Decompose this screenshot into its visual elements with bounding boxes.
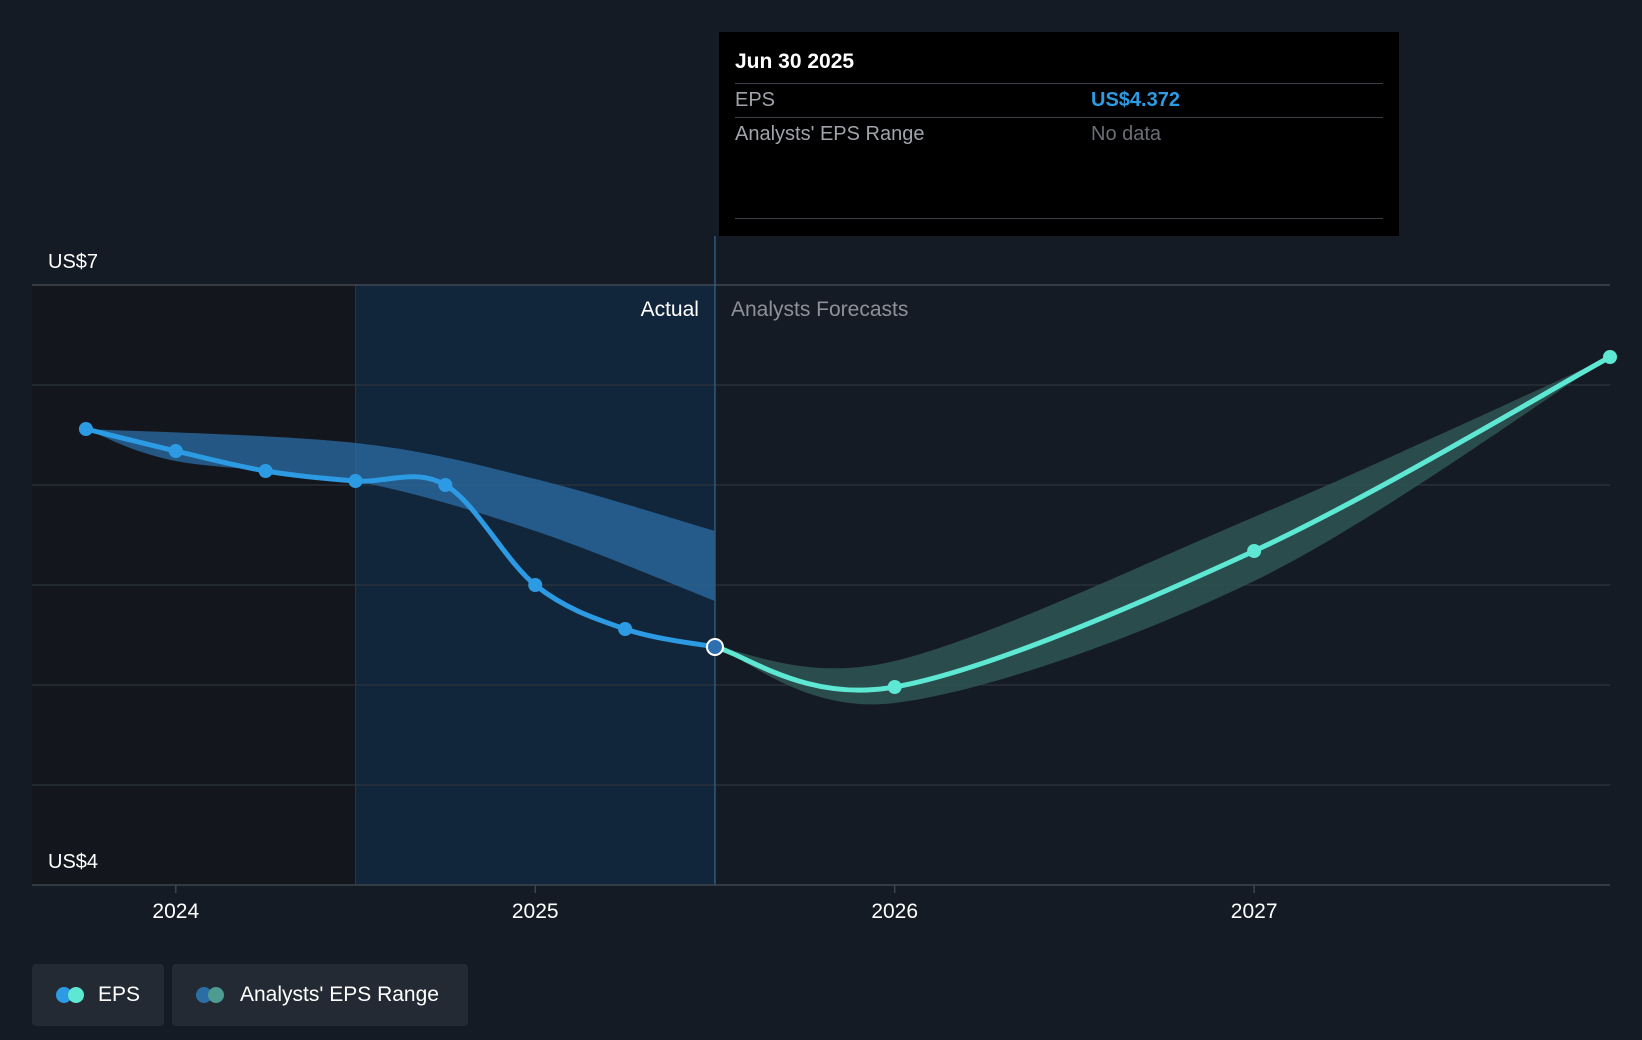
tooltip-range-label: Analysts' EPS Range <box>735 123 925 145</box>
x-axis-ticks: 2024 2025 2026 2027 <box>152 885 1278 923</box>
forecast-eps-line <box>712 354 1613 693</box>
forecast-eps-point <box>1247 544 1262 558</box>
actual-eps-point <box>528 578 543 592</box>
tooltip: Jun 30 2025 EPS US$4.372 Analysts' EPS R… <box>719 32 1399 236</box>
forecast-range-band <box>714 357 1610 705</box>
eps-dot-forecast <box>68 987 84 1003</box>
range-legend-icon <box>196 987 226 1003</box>
eps-points <box>78 350 1617 694</box>
x-tick-label: 2027 <box>1231 900 1278 923</box>
tooltip-date: Jun 30 2025 <box>735 50 855 73</box>
forecast-label: Analysts Forecasts <box>731 298 908 321</box>
actual-eps-point <box>348 474 363 488</box>
eps-lines <box>83 354 1613 693</box>
x-tick-label: 2024 <box>152 900 199 923</box>
eps-legend-icon <box>56 987 84 1003</box>
actual-eps-point <box>168 444 183 458</box>
actual-eps-point <box>618 622 633 636</box>
actual-eps-point <box>438 478 453 492</box>
tooltip-eps-value: US$4.372 <box>1091 89 1180 111</box>
tooltip-eps-row: EPS US$4.372 <box>735 83 1383 117</box>
legend-item-range[interactable]: Analysts' EPS Range <box>172 964 468 1026</box>
tooltip-range-row: Analysts' EPS Range No data <box>735 117 1383 151</box>
forecast-eps-point <box>1603 350 1617 364</box>
legend-item-eps[interactable]: EPS <box>32 964 164 1026</box>
x-tick-label: 2025 <box>512 900 559 923</box>
tooltip-eps-label: EPS <box>735 89 776 111</box>
actual-eps-line <box>83 426 718 650</box>
x-tick-label: 2026 <box>871 900 918 923</box>
current-eps-point <box>705 638 724 656</box>
actual-label: Actual <box>641 298 699 321</box>
legend-eps-label: EPS <box>97 983 140 1006</box>
tooltip-range-value: No data <box>1091 123 1162 145</box>
tooltip-divider <box>735 218 1383 219</box>
forecast-eps-point <box>887 680 902 694</box>
y-axis-top-label: US$7 <box>48 251 98 273</box>
range-dot-forecast <box>208 987 224 1003</box>
actual-eps-point <box>78 422 93 436</box>
legend-range-label: Analysts' EPS Range <box>240 983 439 1006</box>
actual-eps-point <box>258 464 273 478</box>
y-axis-bottom-label: US$4 <box>48 851 98 873</box>
